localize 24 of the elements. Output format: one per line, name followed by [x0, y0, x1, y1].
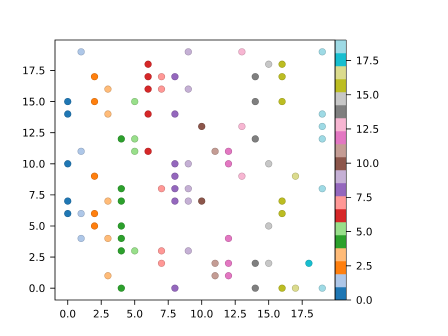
color-bar-label: 12.5 — [357, 125, 378, 133]
y-tick-label: 15.0 — [23, 98, 45, 106]
x-tick-label: 15.0 — [258, 310, 280, 318]
color-bar-label: 5.0 — [356, 228, 372, 236]
x-tick-label: 5.0 — [127, 310, 142, 318]
color-bar-label: 10.0 — [357, 159, 378, 168]
color-bar-label: 2.5 — [356, 262, 372, 270]
y-tick-label: 12.5 — [23, 128, 44, 137]
y-tick-label: 7.5 — [30, 191, 44, 199]
x-tick-label: 2.5 — [94, 310, 109, 318]
x-tick-label: 7.5 — [160, 310, 176, 318]
y-tick-label: 5.0 — [30, 222, 45, 230]
y-tick-label: 17.5 — [23, 66, 44, 74]
x-tick-label: 12.5 — [224, 310, 246, 318]
color-bar-label: 15.0 — [357, 90, 378, 99]
color-bar-label: 17.5 — [357, 56, 378, 64]
x-tick-label: 0.0 — [60, 310, 76, 318]
y-tick-label: 2.5 — [30, 253, 44, 262]
y-tick-label: 0.0 — [29, 284, 45, 292]
color-bar-label: 0.0 — [356, 296, 372, 304]
x-tick-label: 10.0 — [191, 310, 213, 318]
color-bar-label: 7.5 — [356, 194, 372, 202]
x-tick-label: 17.5 — [292, 310, 313, 318]
y-tick-label: 10.0 — [23, 160, 45, 168]
